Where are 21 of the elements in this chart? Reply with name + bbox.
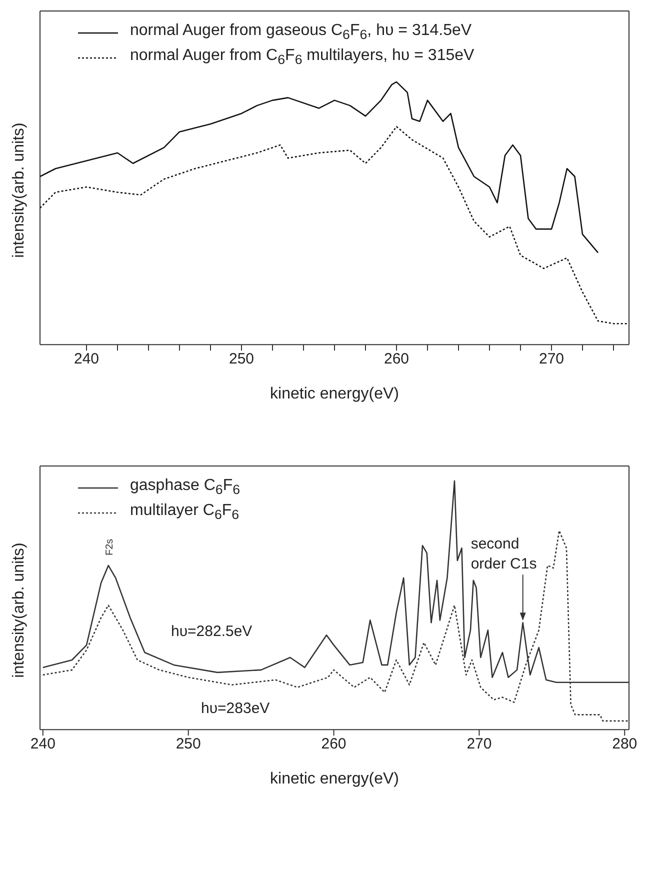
legend-label: normal Auger from C$_{6}$F$_{6}$ multilayers, hυ = 315eV xyxy=(130,46,474,70)
x-tick-label: 260 xyxy=(321,735,346,752)
legend-label: gasphase C$_{6}$F$_{6}$ xyxy=(130,476,240,500)
legend-label: normal Auger from gaseous C$_{6}$F$_{6}$, hυ = 314.5eV xyxy=(130,21,472,44)
annotation: hυ=282.5eV xyxy=(171,623,252,640)
x-tick-label: 280 xyxy=(612,735,638,752)
x-axis-title: kinetic energy(eV) xyxy=(270,770,399,788)
y-axis-title: intensity(arb. units) xyxy=(10,542,28,678)
x-tick-label: 270 xyxy=(466,735,492,752)
annotation: second order C1s xyxy=(470,536,537,573)
x-tick-label: 250 xyxy=(228,350,254,368)
x-tick-label: 250 xyxy=(176,735,201,752)
annotation: hυ=283eV xyxy=(201,700,270,717)
x-tick-label: 260 xyxy=(384,350,410,368)
x-tick-label: 240 xyxy=(74,350,100,368)
annotation: F2s xyxy=(104,538,116,556)
y-axis-title: intensity(arb. units) xyxy=(10,122,28,258)
legend-label: multilayer C$_{6}$F$_{6}$ xyxy=(130,501,240,524)
x-tick-label: 270 xyxy=(538,350,564,368)
x-axis-title: kinetic energy(eV) xyxy=(270,386,399,403)
x-tick-label: 240 xyxy=(30,735,56,752)
